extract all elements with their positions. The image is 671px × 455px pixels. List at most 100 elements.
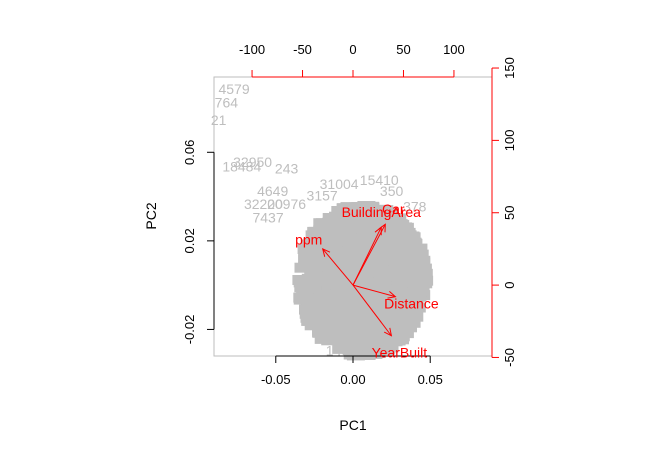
observation-mark [295, 293, 314, 304]
observation-label: 764 [215, 94, 239, 110]
observation-mark [379, 221, 398, 232]
observation-mark [390, 265, 409, 276]
observation-mark [341, 235, 360, 246]
observation-mark [304, 266, 323, 277]
top-tick-label: 0 [349, 42, 356, 57]
observation-mark [301, 301, 320, 312]
observation-mark [367, 251, 386, 262]
observation-label: 18484 [222, 158, 261, 174]
observation-mark [318, 304, 337, 315]
observation-label: 4579 [218, 81, 249, 97]
observation-mark [332, 298, 351, 309]
observation-mark [383, 235, 402, 245]
observation-mark [407, 285, 426, 296]
observation-mark [402, 317, 421, 328]
observation-label: 14989 [326, 342, 365, 358]
observation-mark [362, 331, 381, 342]
observation-mark [378, 292, 397, 303]
observation-mark [402, 309, 421, 320]
y-axis-title: PC2 [143, 202, 159, 229]
y-tick-label: 0.02 [182, 228, 197, 253]
observation-mark [364, 348, 383, 359]
arrow-head [383, 327, 393, 337]
variable-label: YearBuilt [372, 344, 428, 360]
observation-mark [383, 246, 402, 257]
top-tick-label: -50 [293, 42, 312, 57]
observation-mark [325, 228, 344, 239]
arrow-head [387, 291, 397, 299]
arrow-head [378, 223, 386, 233]
observation-mark [311, 260, 330, 271]
y-tick-label: 0.06 [182, 140, 197, 165]
observation-mark [373, 272, 392, 283]
observation-mark [360, 299, 379, 310]
top-tick-label: -100 [239, 42, 265, 57]
observation-mark [325, 271, 343, 282]
observation-mark [360, 267, 379, 278]
observation-label: 378 [403, 198, 427, 214]
observation-mark [332, 343, 351, 354]
left-axis: -0.02 0.02 0.06 [182, 140, 215, 345]
observation-mark [308, 229, 327, 240]
observation-mark [303, 283, 322, 294]
y-tick-label: -0.02 [182, 315, 197, 345]
observation-mark [332, 256, 351, 267]
loading-arrow [322, 248, 354, 286]
observation-mark [361, 231, 380, 242]
observation-mark [353, 337, 372, 348]
observation-mark [366, 241, 385, 252]
right-tick-label: 50 [502, 206, 517, 220]
observation-label: 4649 [257, 183, 288, 199]
observation-mark [375, 284, 394, 295]
loading-arrow [352, 224, 386, 286]
observation-label: 3157 [307, 187, 338, 203]
observation-mark [377, 209, 396, 220]
variable-label: Car [382, 201, 405, 217]
observation-mark [303, 238, 322, 249]
observation-mark [319, 282, 338, 293]
observation-mark [330, 215, 349, 226]
observation-mark [379, 337, 398, 348]
observation-mark [337, 282, 356, 293]
variable-label: Distance [384, 295, 439, 311]
top-tick-label: 50 [396, 42, 410, 57]
right-tick-label: 100 [502, 130, 517, 152]
observation-mark [393, 252, 412, 263]
observation-mark [363, 322, 382, 333]
observation-mark [374, 318, 393, 329]
observation-mark [352, 331, 371, 342]
observation-label: 31004 [320, 176, 359, 192]
observation-label: 243 [275, 161, 299, 177]
observation-mark [315, 218, 334, 229]
observation-mark [402, 243, 421, 254]
observation-mark [341, 315, 360, 326]
observation-label: 7437 [252, 209, 283, 225]
observation-mark [363, 260, 381, 271]
observation-mark [401, 275, 420, 286]
observation-mark [320, 261, 339, 272]
observation-mark [391, 320, 410, 331]
observation-mark [354, 213, 373, 224]
observation-label: 20976 [267, 196, 306, 212]
observation-mark [355, 272, 374, 283]
observation-mark [395, 222, 414, 233]
x-tick-label: 0.05 [418, 372, 443, 387]
observation-mark [358, 225, 377, 236]
observation-cloud [292, 201, 434, 361]
observation-label: 350 [380, 183, 404, 199]
observation-mark [385, 331, 404, 342]
observation-mark [340, 303, 359, 314]
observation-mark [327, 334, 346, 345]
observation-mark [338, 249, 357, 260]
variable-label: ppm [295, 232, 322, 248]
observation-mark [294, 262, 313, 273]
arrow-head [321, 248, 331, 257]
observation-mark [338, 227, 357, 238]
observation-mark [350, 247, 369, 258]
right-axis: -50 0 50 100 150 [491, 57, 517, 367]
observation-mark [358, 306, 377, 317]
right-tick-label: 0 [502, 281, 517, 288]
loading-arrow [352, 284, 396, 298]
